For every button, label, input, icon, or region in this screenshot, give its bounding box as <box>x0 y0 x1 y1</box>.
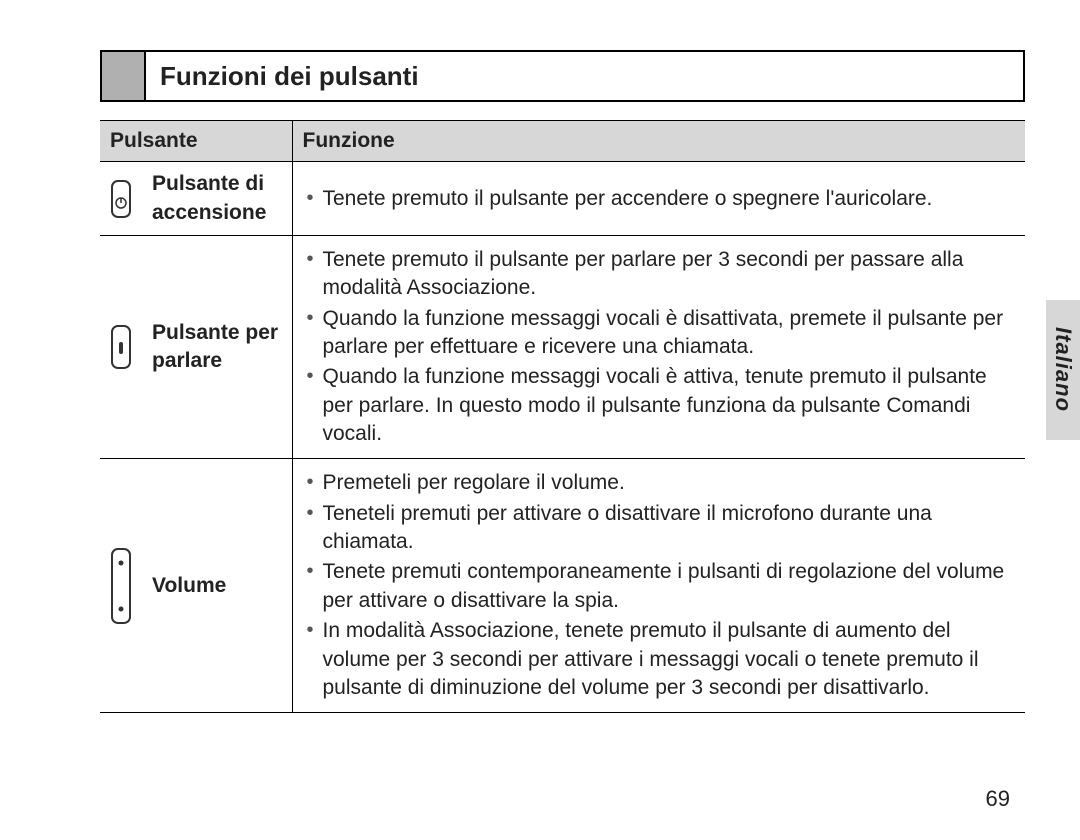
bullet-list: Tenete premuto il pulsante per accendere… <box>303 185 1016 213</box>
bullet-list: Premeteli per regolare il volume. Tenete… <box>303 469 1016 702</box>
bullet-item: Quando la funzione messaggi vocali è dis… <box>323 305 1016 362</box>
section-header-marker <box>102 52 146 100</box>
table-row: Volume Premeteli per regolare il volume.… <box>100 459 1025 713</box>
bullet-item: Tenete premuto il pulsante per parlare p… <box>323 246 1016 303</box>
talk-button-icon <box>110 324 132 370</box>
button-function-cell: Tenete premuto il pulsante per accendere… <box>292 162 1025 236</box>
language-tab: Italiano <box>1046 300 1080 440</box>
power-button-icon <box>110 179 132 219</box>
table-header-function: Funzione <box>292 121 1025 162</box>
language-tab-label: Italiano <box>1050 327 1076 412</box>
bullet-list: Tenete premuto il pulsante per parlare p… <box>303 246 1016 448</box>
button-icon-cell <box>100 236 142 459</box>
table-row: Pulsante per parlare Tenete premuto il p… <box>100 236 1025 459</box>
bullet-item: Premeteli per regolare il volume. <box>323 469 1016 497</box>
button-name: Pulsante per parlare <box>142 236 292 459</box>
section-title: Funzioni dei pulsanti <box>146 52 419 100</box>
button-functions-table: Pulsante Funzione Pulsante di accensione… <box>100 120 1025 713</box>
bullet-item: Teneteli premuti per attivare o disattiv… <box>323 500 1016 557</box>
button-name: Volume <box>142 459 292 713</box>
table-row: Pulsante di accensione Tenete premuto il… <box>100 162 1025 236</box>
table-header-row: Pulsante Funzione <box>100 121 1025 162</box>
bullet-item: Tenete premuti contemporaneamente i puls… <box>323 558 1016 615</box>
page-number: 69 <box>986 786 1010 812</box>
button-name: Pulsante di accensione <box>142 162 292 236</box>
bullet-item: Quando la funzione messaggi vocali è att… <box>323 363 1016 448</box>
table-header-button: Pulsante <box>100 121 292 162</box>
button-function-cell: Tenete premuto il pulsante per parlare p… <box>292 236 1025 459</box>
section-header: Funzioni dei pulsanti <box>100 50 1025 102</box>
volume-button-icon <box>110 547 132 625</box>
button-icon-cell <box>100 162 142 236</box>
bullet-item: In modalità Associazione, tenete premuto… <box>323 617 1016 702</box>
bullet-item: Tenete premuto il pulsante per accendere… <box>323 185 1016 213</box>
manual-page: Funzioni dei pulsanti Pulsante Funzione <box>0 0 1080 840</box>
button-function-cell: Premeteli per regolare il volume. Tenete… <box>292 459 1025 713</box>
button-icon-cell <box>100 459 142 713</box>
